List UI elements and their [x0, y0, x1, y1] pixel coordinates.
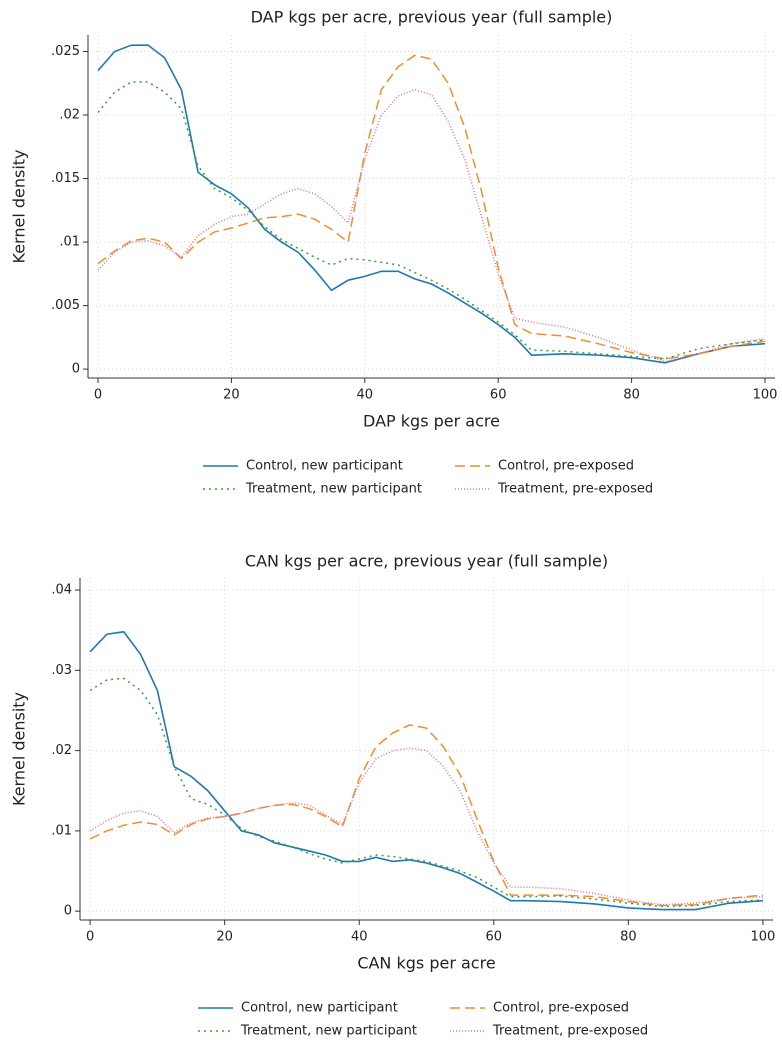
x-tick-label: 40	[351, 930, 368, 945]
x-tick-label: 60	[486, 930, 503, 945]
legend-label: Control, new participant	[241, 1001, 398, 1016]
y-tick-label: .03	[51, 663, 72, 678]
y-tick-label: .025	[51, 44, 80, 59]
series-line	[89, 724, 763, 907]
x-tick-label: 20	[216, 930, 233, 945]
legend-label: Control, pre-exposed	[498, 459, 634, 474]
chart-title: DAP kgs per acre, previous year (full sa…	[251, 8, 613, 27]
series-line	[89, 630, 763, 911]
series-line	[89, 677, 763, 908]
legend-label: Control, new participant	[246, 459, 403, 474]
x-tick-label: 0	[94, 388, 102, 403]
legend-label: Treatment, new participant	[240, 1024, 417, 1039]
x-axis-label: CAN kgs per acre	[357, 954, 495, 973]
x-tick-label: 20	[223, 388, 240, 403]
y-tick-label: .01	[51, 823, 72, 838]
x-axis-label: DAP kgs per acre	[363, 412, 500, 431]
x-tick-label: 40	[357, 388, 374, 403]
y-tick-label: .015	[51, 171, 80, 186]
x-tick-label: 60	[490, 388, 507, 403]
legend-label: Treatment, new participant	[245, 482, 422, 497]
series-line	[97, 44, 766, 364]
series-line	[97, 88, 766, 363]
y-axis-label: Kernel density	[10, 149, 29, 263]
legend-label: Treatment, pre-exposed	[492, 1024, 648, 1039]
series-line	[97, 81, 766, 360]
x-tick-label: 80	[623, 388, 640, 403]
y-tick-label: .02	[51, 743, 72, 758]
x-tick-label: 80	[620, 930, 637, 945]
x-tick-label: 0	[86, 930, 94, 945]
series-line	[97, 54, 766, 360]
y-tick-label: .005	[51, 298, 80, 313]
y-axis-label: Kernel density	[10, 692, 29, 806]
x-tick-label: 100	[750, 930, 775, 945]
series-line	[89, 747, 763, 906]
y-tick-label: .01	[59, 235, 80, 250]
y-tick-label: .02	[59, 108, 80, 123]
y-tick-label: 0	[64, 904, 72, 919]
legend-label: Control, pre-exposed	[493, 1001, 629, 1016]
legend-label: Treatment, pre-exposed	[497, 482, 653, 497]
y-tick-label: .04	[51, 583, 72, 598]
y-tick-label: 0	[72, 362, 80, 377]
x-tick-label: 100	[753, 388, 778, 403]
chart-title: CAN kgs per acre, previous year (full sa…	[245, 552, 608, 571]
